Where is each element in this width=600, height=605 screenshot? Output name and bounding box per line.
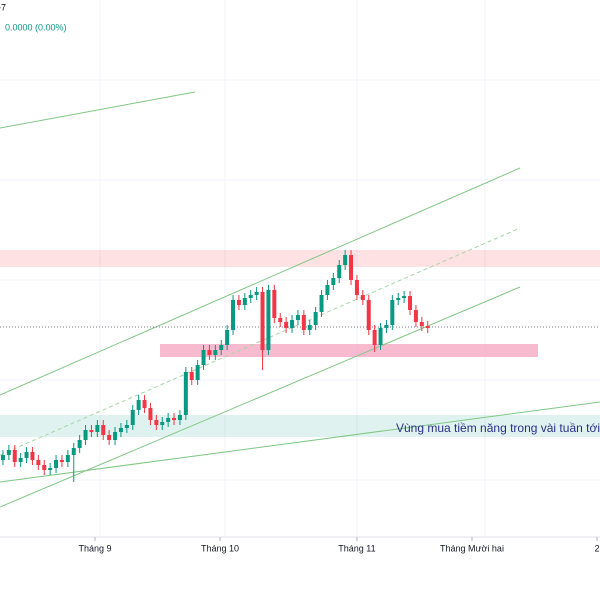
candle-body [307,325,312,330]
candle-body [183,372,188,415]
change: 0.0000 (0.00%) [5,22,67,32]
candle-body [142,400,147,408]
candle-body [419,322,424,326]
candle-body [148,408,153,420]
candle-body [260,292,265,350]
channel-upper [0,167,521,396]
candle-body [95,425,100,432]
candle-body [225,330,230,345]
candle-body [278,318,283,322]
candle-body [242,298,247,305]
x-tick-label: 2 [595,543,600,553]
candle-body [284,322,289,328]
trendline [0,91,196,129]
support-zone [160,344,538,357]
candle-body [136,400,141,410]
candle-body [201,350,206,365]
candle-body [325,285,330,295]
candle-body [18,458,23,462]
candle-body [65,455,70,462]
candle-body [266,290,271,350]
candle-body [231,300,236,330]
symbol: -7 [0,2,6,12]
candle-body [248,295,253,298]
candle-body [290,320,295,328]
candle-body [295,315,300,320]
grid [0,0,600,537]
candle-body [48,468,53,470]
candle-body [349,255,354,280]
candle-body [77,440,82,448]
candle-body [189,372,194,380]
candle-body [160,422,165,425]
x-ticks: Tháng 9 Tháng 10 Tháng 11 Tháng Mười hai 2 [78,537,600,553]
candle-body [6,450,11,455]
candle-body [213,350,218,355]
candle-body [83,430,88,440]
candle-body [207,350,212,355]
candle-body [378,328,383,345]
annotation: Vùng mua tiềm năng trong vài tuần tới [396,421,600,435]
candle-body [12,450,17,462]
candle-body [272,290,277,318]
candle-body [30,452,35,460]
candle-body [408,296,413,310]
candle-body [101,425,106,435]
candle-body [113,432,118,440]
candle-body [54,460,59,468]
candle-body [42,465,47,470]
candle-body [71,448,76,455]
x-tick-label: Tháng 9 [78,543,111,553]
x-tick-label: Tháng 10 [201,543,239,553]
candle-body [219,345,224,350]
candle-body [0,455,5,460]
candle-body [254,292,259,295]
x-tick-label: Tháng 11 [338,543,375,553]
candle-body [425,326,430,328]
candle-body [59,460,64,462]
candle-body [319,295,324,312]
candle-body [360,295,365,300]
candle-body [337,265,342,278]
candle-body [130,410,135,425]
candle-body [36,460,41,465]
candle-body [124,425,129,428]
candle-body [195,365,200,380]
candle-body [301,315,306,330]
candle-body [331,278,336,285]
candle-body [172,418,177,420]
candles [0,250,430,482]
candle-body [89,430,94,432]
candle-body [107,435,112,440]
candle-body [118,428,123,432]
channel-lower [0,286,521,508]
x-tick-label: Tháng Mười hai [440,543,504,553]
candle-body [366,300,371,330]
candle-body [372,330,377,345]
candle-body [384,325,389,328]
trendlines [0,91,600,508]
candle-body [390,300,395,325]
long-trendline [0,401,600,483]
candle-body [24,452,29,458]
channel-middle [0,227,521,456]
candle-body [402,296,407,298]
candle-body [177,415,182,420]
candle-body [354,280,359,295]
resistance-zone [0,250,600,267]
candle-body [236,300,241,305]
candle-body [413,310,418,322]
candle-body [313,312,318,325]
candle-body [154,420,159,425]
candle-body [166,418,171,422]
candle-body [343,255,348,265]
candle-body [396,298,401,300]
